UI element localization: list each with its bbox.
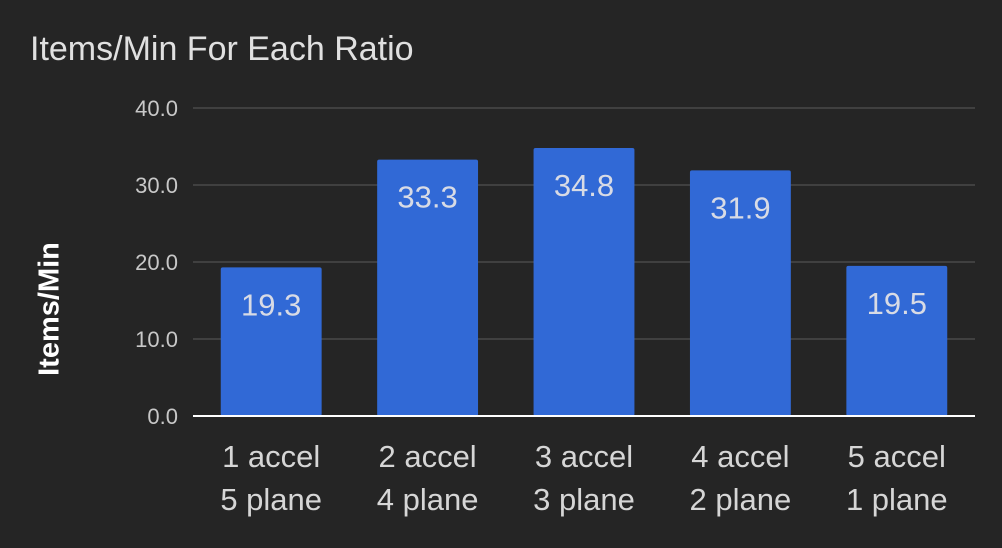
y-tick-label: 0.0 <box>147 404 178 429</box>
y-tick-label: 20.0 <box>135 250 178 275</box>
y-tick-label: 30.0 <box>135 173 178 198</box>
data-label: 19.3 <box>241 287 301 322</box>
data-label: 19.5 <box>867 286 927 321</box>
x-tick-label: 1 plane <box>846 482 948 517</box>
x-tick-label: 1 accel <box>222 439 320 474</box>
x-tick-label: 5 accel <box>848 439 946 474</box>
x-axis-categories: 1 accel 5 plane 2 accel 4 plane 3 accel 3 pla… <box>220 439 947 517</box>
data-label: 34.8 <box>554 168 614 203</box>
y-tick-label: 40.0 <box>135 96 178 121</box>
data-label: 33.3 <box>397 180 457 215</box>
bar <box>220 267 322 416</box>
x-tick-label: 4 accel <box>691 439 789 474</box>
x-tick-label: 3 accel <box>535 439 633 474</box>
data-label: 31.9 <box>710 190 770 225</box>
y-tick-label: 10.0 <box>135 327 178 352</box>
y-axis-ticks: 0.0 10.0 20.0 30.0 40.0 <box>135 96 178 429</box>
chart-title: Items/Min For Each Ratio <box>30 30 414 68</box>
bars: 19.3 33.3 34.8 31.9 19.5 <box>220 148 948 417</box>
x-tick-label: 3 plane <box>533 482 635 517</box>
bar <box>846 265 948 416</box>
x-tick-label: 4 plane <box>377 482 479 517</box>
x-tick-label: 5 plane <box>220 482 322 517</box>
x-tick-label: 2 accel <box>378 439 476 474</box>
bar <box>689 170 791 416</box>
x-tick-label: 2 plane <box>690 482 792 517</box>
bar <box>377 159 479 416</box>
bar <box>533 148 635 417</box>
